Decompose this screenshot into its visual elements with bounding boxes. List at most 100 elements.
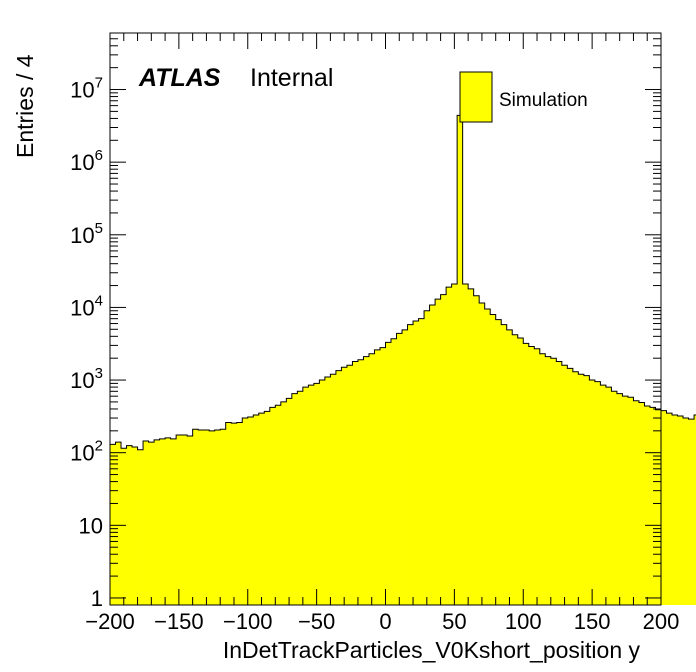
histogram-bar [490,314,497,605]
histogram-bar [644,405,651,605]
y-tick-label: 107 [70,75,103,103]
histogram-bar [302,387,309,605]
y-tick-label: 102 [70,438,103,466]
histogram-bar [539,353,546,605]
histogram-bar [661,410,667,605]
histogram-bar [137,449,144,605]
histogram-bar [192,429,199,605]
histogram-bar [462,284,469,605]
histogram-bar [616,393,623,605]
histogram-bar [165,437,172,605]
histogram-bar [110,444,116,605]
histogram-bar [209,430,216,605]
x-tick-label: −150 [154,609,204,634]
histogram-bar [655,409,662,605]
histogram-bar [297,391,304,605]
histogram-bar [583,375,590,605]
histogram-bar [418,318,425,605]
histogram-outline-layer [110,114,696,451]
x-tick-label: 150 [574,609,611,634]
histogram-bar [335,370,342,605]
legend-swatch [459,71,493,123]
histogram-bar [181,435,188,605]
histogram-bar [473,295,480,605]
histogram-bar [391,338,397,605]
histogram-bar [269,407,276,605]
histogram-bar [286,398,293,605]
legend-entry-simulation: Simulation [499,90,588,111]
histogram-bar [121,448,127,605]
histogram-bar [379,347,386,605]
histogram-bar [677,416,684,605]
histogram-bar [330,374,337,605]
x-tick-label: −200 [85,609,135,634]
histogram-bar [313,383,320,605]
histogram-bar [683,418,689,605]
histogram-bar [556,361,563,605]
histogram-bar [115,442,122,605]
histogram-bar [567,368,574,605]
histogram-bar [468,288,475,605]
histogram-bar [368,353,375,605]
histogram-bar [479,303,486,605]
histogram-bar [324,377,331,605]
histogram-bar [198,430,205,605]
histogram-bar [341,367,348,605]
histogram-fill-layer [110,115,696,606]
histogram-bar [435,299,441,605]
histogram-bar [402,329,408,605]
histogram-bar [429,305,436,605]
histogram-bar [346,365,353,605]
y-tick-labels: 1 10 102 103 104 105 106 107 [70,75,103,612]
histogram-bar [495,319,502,605]
histogram-bar [517,337,524,605]
y-tick-label: 105 [70,220,103,248]
histogram-bar [506,329,513,605]
axis-ticks [109,32,662,605]
atlas-label: ATLAS [138,64,221,92]
histogram-bar [231,423,238,605]
histogram-bar [440,294,447,605]
histogram-bar [534,348,541,605]
histogram-bar [457,115,464,606]
histogram-bar [424,310,430,605]
histogram-bar [176,435,183,605]
histogram-bar [550,358,557,605]
histogram-bar [633,400,640,605]
histogram-bar [225,422,232,605]
histogram-bar [203,430,210,605]
histogram-bar [512,334,519,605]
histogram-bar [352,361,359,605]
histogram-bar [385,342,392,605]
histogram-bar [594,381,601,605]
x-tick-label: −100 [223,609,273,634]
histogram-bar [242,418,249,605]
x-tick-label: 200 [643,609,680,634]
histogram-bar [672,415,678,605]
histogram-bar [214,430,221,605]
histogram-bar [523,343,530,605]
histogram-bar [600,385,607,605]
y-tick-label: 103 [70,365,103,393]
histogram-bar [446,287,453,605]
histogram-bar [275,405,282,605]
y-axis-title: Entries / 4 [12,54,38,158]
y-tick-label: 10 [79,513,103,538]
histogram-bar [132,446,138,605]
y-tick-label: 1 [91,586,103,611]
histogram-bar [501,324,508,605]
histogram-bar [572,371,579,605]
histogram-bar [605,387,612,605]
x-tick-label: 50 [442,609,466,634]
histogram-bar [126,445,133,605]
x-tick-label: 100 [505,609,542,634]
histogram-bar [264,411,271,605]
histogram-bar [170,438,177,605]
x-tick-label: 0 [379,609,391,634]
x-tick-labels: −200 −150 −100 −50 0 50 100 150 200 [85,609,679,634]
histogram-bar [357,359,364,605]
histogram-bar [154,439,160,605]
histogram-bar [622,396,629,605]
histogram-bar [363,356,370,605]
